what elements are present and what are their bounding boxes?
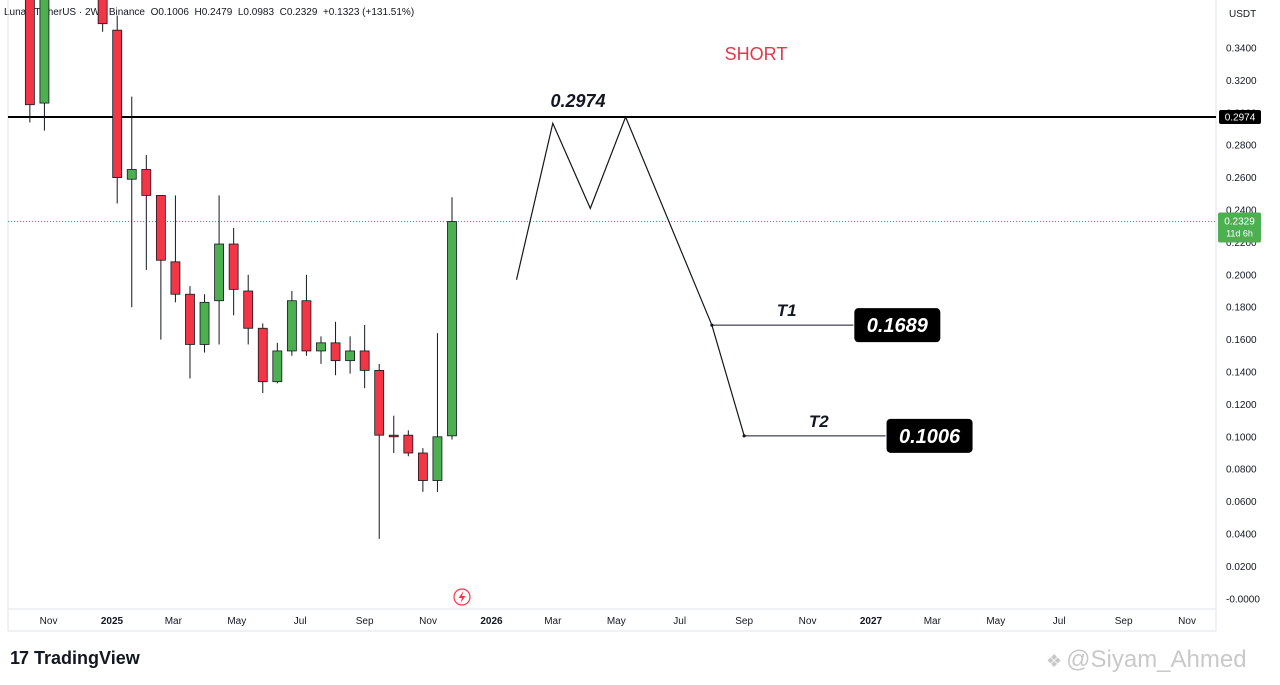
resistance-annotation: 0.2974 (550, 91, 605, 111)
target-label-t1: T1 (777, 301, 797, 320)
x-tick-label: May (227, 616, 246, 627)
symbol-header: Luna / TetherUS · 2W · Binance O0.1006 H… (4, 7, 414, 18)
ohlc-change: +0.1323 (+131.51%) (322, 7, 415, 18)
candle-down[interactable] (330, 342, 341, 362)
projection-path[interactable] (515, 115, 745, 436)
x-tick-label: Sep (356, 616, 374, 627)
tradingview-logo[interactable]: 17 TradingView (10, 648, 140, 669)
price-axis-unit[interactable]: USDT (1229, 9, 1257, 20)
short-label: SHORT (725, 44, 788, 64)
candle-down[interactable] (155, 195, 166, 261)
y-tick-label: 0.0800 (1226, 465, 1257, 476)
candle-down[interactable] (374, 369, 385, 436)
author-watermark: ❖ @Siyam_Ahmed (1046, 646, 1247, 674)
candle-up[interactable] (126, 169, 137, 180)
tradingview-mark-icon: 17 (10, 648, 29, 668)
x-tick-label: Nov (419, 616, 437, 627)
candle-down[interactable] (97, 0, 108, 25)
current-price-tag[interactable] (1218, 212, 1261, 243)
y-tick-label: 0.1200 (1226, 400, 1257, 411)
y-tick-label: 0.3200 (1226, 76, 1257, 87)
x-tick-label: Nov (40, 616, 58, 627)
target-label-t2: T2 (809, 412, 829, 431)
y-tick-label: 0.2600 (1226, 173, 1257, 184)
y-tick-label: 0.0600 (1226, 497, 1257, 508)
resistance-axis-tag[interactable] (1219, 110, 1261, 125)
candle-down[interactable] (243, 290, 254, 329)
target-price-box[interactable] (886, 418, 973, 453)
x-tick-label: Jul (294, 616, 307, 627)
current-price-tag-text: 0.2329 (1224, 217, 1255, 228)
y-tick-label: 0.2200 (1226, 238, 1257, 249)
x-tick-label: Sep (735, 616, 753, 627)
candle-down[interactable] (388, 434, 399, 438)
target-price-text: 0.1006 (899, 426, 961, 448)
x-tick-label: Jul (673, 616, 686, 627)
lightning-icon[interactable] (453, 588, 471, 606)
candle-up[interactable] (199, 301, 210, 345)
candle-down[interactable] (24, 0, 35, 106)
y-tick-label: 0.1400 (1226, 368, 1257, 379)
x-tick-label: Mar (544, 616, 562, 627)
y-tick-label: 0.0200 (1226, 562, 1257, 573)
resistance-axis-tag-text: 0.2974 (1225, 113, 1256, 124)
ohlc-high: H0.2479 (194, 7, 233, 18)
y-tick-label: 0.2400 (1226, 206, 1257, 217)
y-tick-label: 0.1600 (1226, 335, 1257, 346)
bar-countdown-text: 11d 6h (1226, 229, 1253, 239)
candle-down[interactable] (359, 350, 370, 371)
ohlc-open: O0.1006 (150, 7, 189, 18)
y-tick-label: 0.1000 (1226, 432, 1257, 443)
x-tick-label: Nov (1178, 616, 1196, 627)
tradingview-logo-text: TradingView (34, 648, 140, 668)
candle-up[interactable] (447, 221, 457, 437)
y-tick-label: 0.0400 (1226, 530, 1257, 541)
candle-down[interactable] (417, 452, 428, 481)
x-tick-label: 2027 (860, 616, 883, 627)
x-tick-label: Jul (1053, 616, 1066, 627)
candle-down[interactable] (257, 327, 268, 383)
x-tick-label: May (986, 616, 1005, 627)
x-tick-label: Mar (924, 616, 942, 627)
candle-down[interactable] (403, 434, 414, 454)
watermark-text: @Siyam_Ahmed (1066, 646, 1247, 673)
target-price-text: 0.1689 (867, 315, 929, 337)
candle-up[interactable] (286, 300, 297, 352)
candle-up[interactable] (316, 342, 326, 352)
candle-up[interactable] (432, 436, 443, 481)
watermark-icon: ❖ (1046, 651, 1063, 671)
y-tick-label: 0.1800 (1226, 303, 1257, 314)
candle-up[interactable] (39, 0, 50, 104)
candle-up[interactable] (214, 243, 224, 302)
y-tick-label: 0.2000 (1226, 270, 1257, 281)
candle-down[interactable] (112, 29, 123, 178)
target-anchor-dot (710, 323, 714, 327)
candle-up[interactable] (272, 350, 283, 383)
ohlc-low: L0.0983 (237, 7, 275, 18)
x-tick-label: Nov (799, 616, 817, 627)
candle-down[interactable] (141, 169, 152, 196)
candle-down[interactable] (301, 300, 312, 352)
target-anchor-dot (742, 434, 746, 438)
symbol-line: Luna / TetherUS · 2W · Binance (4, 7, 145, 18)
candle-down[interactable] (228, 243, 239, 290)
y-tick-label: 0.3400 (1226, 44, 1257, 55)
x-tick-label: 2025 (101, 616, 124, 627)
candle-down[interactable] (170, 261, 181, 295)
x-tick-label: Mar (165, 616, 183, 627)
target-price-box[interactable] (854, 308, 941, 343)
candle-up[interactable] (345, 350, 355, 362)
y-tick-label: -0.0000 (1226, 594, 1260, 605)
x-tick-label: May (607, 616, 626, 627)
ohlc-close: C0.2329 (279, 7, 318, 18)
lightning-bolt-icon (458, 591, 466, 603)
x-tick-label: Sep (1115, 616, 1133, 627)
y-tick-label: 0.2800 (1226, 141, 1257, 152)
x-tick-label: 2026 (480, 616, 503, 627)
candle-down[interactable] (185, 293, 195, 345)
